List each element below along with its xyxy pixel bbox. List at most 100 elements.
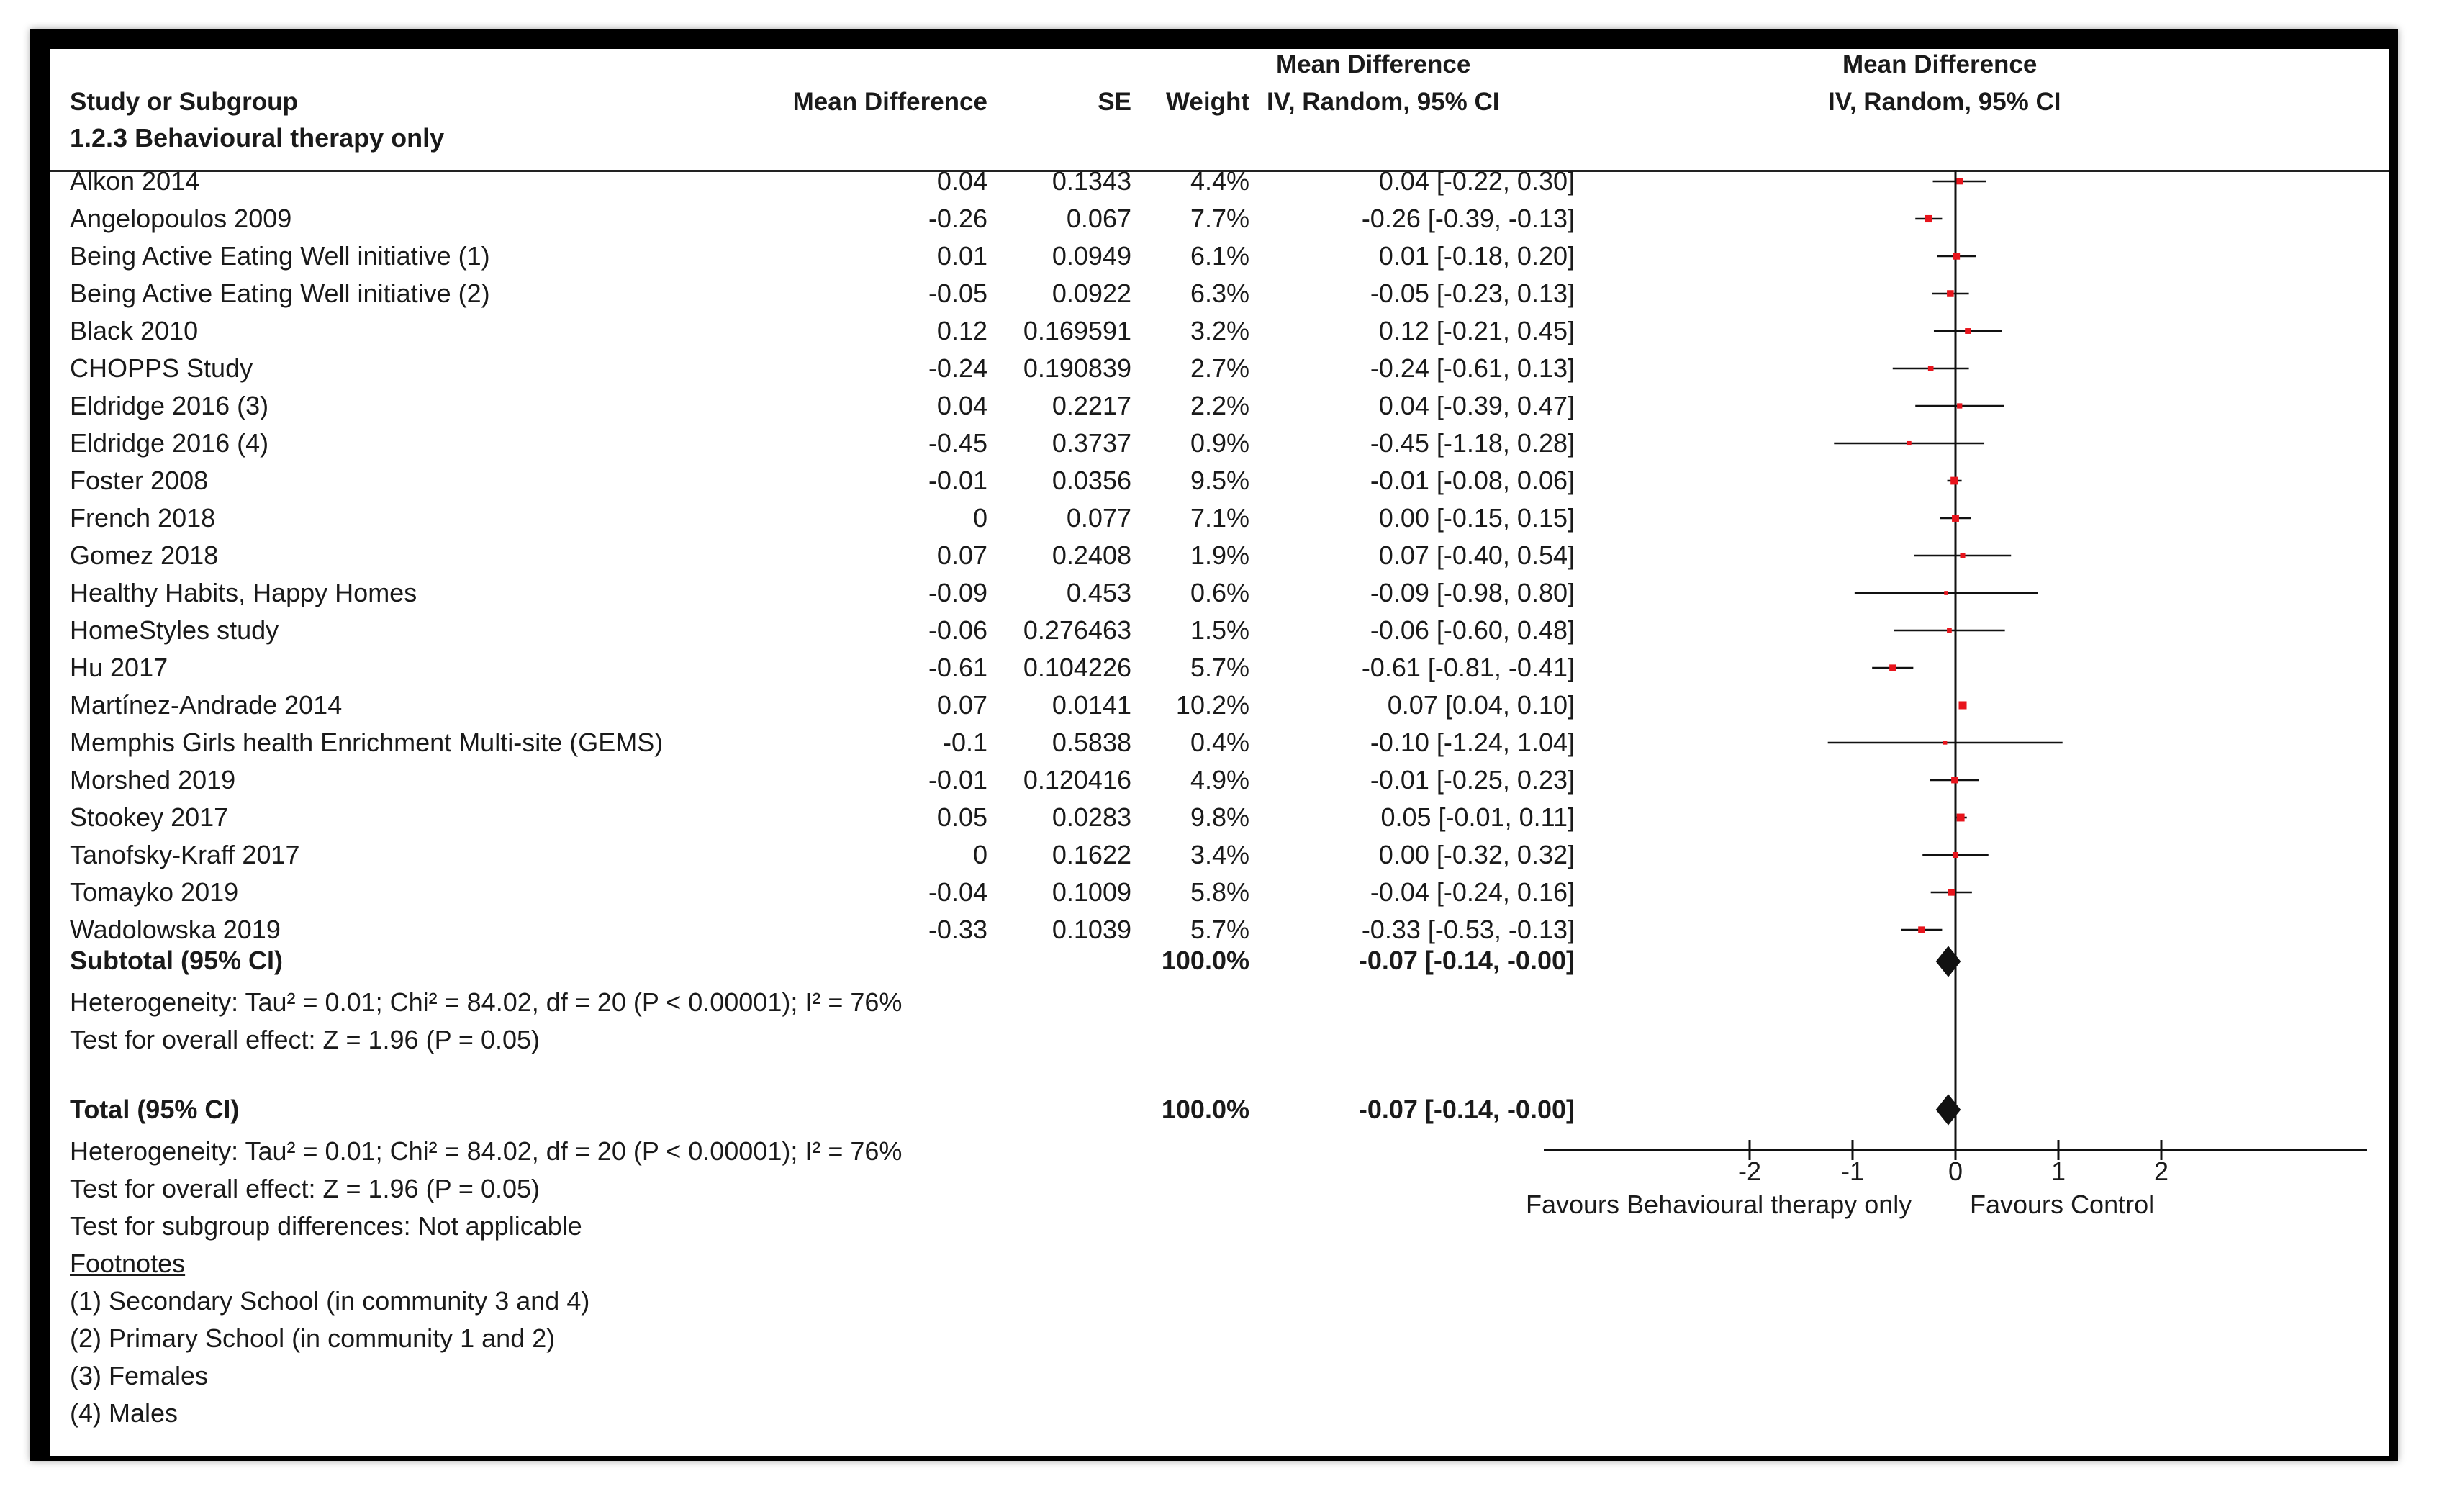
effect-square — [1925, 214, 1932, 223]
row-ci: -0.10 [-1.24, 1.04] — [1370, 728, 1575, 757]
header-ci-sub: IV, Random, 95% CI — [1267, 88, 1500, 116]
row-study: Eldridge 2016 (4) — [70, 428, 269, 458]
row-se: 0.120416 — [1023, 765, 1131, 795]
row-weight: 9.8% — [1190, 802, 1249, 832]
row-mean-difference: -0.33 — [928, 915, 987, 944]
row-mean-difference: -0.09 — [928, 578, 987, 607]
row-mean-difference: 0.01 — [936, 241, 987, 271]
row-study: Wadolowska 2019 — [70, 915, 281, 944]
row-ci: -0.61 [-0.81, -0.41] — [1361, 653, 1575, 682]
effect-square — [1944, 591, 1948, 595]
row-se: 0.0141 — [1052, 690, 1131, 720]
row-weight: 3.2% — [1190, 316, 1249, 345]
header-weight: Weight — [1165, 88, 1249, 116]
row-study: Morshed 2019 — [70, 765, 236, 795]
x-tick-label: 2 — [2154, 1156, 2169, 1186]
row-ci: 0.04 [-0.39, 0.47] — [1378, 391, 1575, 420]
row-se: 0.1009 — [1052, 877, 1131, 907]
effect-square — [1957, 403, 1963, 409]
subgroup-overall-effect: Test for overall effect: Z = 1.96 (P = 0… — [70, 1025, 541, 1054]
row-ci: -0.01 [-0.25, 0.23] — [1370, 765, 1575, 795]
footnotes-title: Footnotes — [70, 1249, 186, 1278]
row-se: 0.0922 — [1052, 279, 1131, 308]
row-ci: -0.33 [-0.53, -0.13] — [1361, 915, 1575, 944]
pooled-diamond — [1935, 946, 1961, 977]
row-weight: 6.3% — [1190, 279, 1249, 308]
row-study: Foster 2008 — [70, 466, 209, 495]
row-weight: 2.2% — [1190, 391, 1249, 420]
row-study: Martínez-Andrade 2014 — [70, 690, 343, 720]
row-mean-difference: -0.45 — [928, 428, 987, 458]
row-study: Eldridge 2016 (3) — [70, 391, 269, 420]
row-ci: -0.09 [-0.98, 0.80] — [1370, 578, 1575, 607]
row-mean-difference: -0.04 — [928, 877, 987, 907]
row-mean-difference: 0.04 — [936, 166, 987, 196]
row-study: HomeStyles study — [70, 615, 279, 645]
subtotal-ci: -0.07 [-0.14, -0.00] — [1358, 946, 1575, 975]
row-weight: 7.1% — [1190, 503, 1249, 533]
row-weight: 6.1% — [1190, 241, 1249, 271]
row-ci: 0.04 [-0.22, 0.30] — [1378, 166, 1575, 196]
effect-square — [1952, 515, 1959, 522]
row-se: 0.169591 — [1023, 316, 1131, 345]
row-se: 0.3737 — [1052, 428, 1131, 458]
row-se: 0.2408 — [1052, 540, 1131, 570]
row-se: 0.190839 — [1023, 353, 1131, 383]
effect-square — [1952, 851, 1959, 859]
row-se: 0.453 — [1066, 578, 1131, 607]
row-mean-difference: -0.06 — [928, 615, 987, 645]
effect-square — [1965, 328, 1971, 334]
row-ci: 0.07 [-0.40, 0.54] — [1378, 540, 1575, 570]
row-study: Black 2010 — [70, 316, 199, 345]
row-ci: -0.05 [-0.23, 0.13] — [1370, 279, 1575, 308]
subgroup-differences: Test for subgroup differences: Not appli… — [70, 1211, 582, 1241]
footnote-1: (1) Secondary School (in community 3 and… — [70, 1286, 590, 1316]
effect-square — [1927, 366, 1934, 371]
row-weight: 5.7% — [1190, 915, 1249, 944]
effect-square — [1947, 628, 1952, 633]
row-mean-difference: 0 — [972, 840, 987, 869]
row-study: Angelopoulos 2009 — [70, 204, 292, 233]
forest-plot-panel: Mean Difference Mean Difference Study or… — [50, 49, 2389, 1456]
effect-square — [1956, 178, 1963, 185]
row-weight: 4.9% — [1190, 765, 1249, 795]
row-study: Being Active Eating Well initiative (2) — [70, 279, 490, 308]
total-overall-effect: Test for overall effect: Z = 1.96 (P = 0… — [70, 1174, 541, 1203]
footnote-4: (4) Males — [70, 1398, 178, 1428]
effect-square — [1950, 476, 1958, 485]
row-study: Memphis Girls health Enrichment Multi-si… — [70, 728, 664, 757]
row-ci: -0.06 [-0.60, 0.48] — [1370, 615, 1575, 645]
favours-left-label: Favours Behavioural therapy only — [1526, 1190, 1912, 1219]
row-study: Gomez 2018 — [70, 540, 219, 570]
row-se: 0.0356 — [1052, 466, 1131, 495]
row-weight: 1.5% — [1190, 615, 1249, 645]
row-mean-difference: 0.05 — [936, 802, 987, 832]
header-plot-title: Mean Difference — [1842, 50, 2038, 78]
header-mean-difference: Mean Difference — [792, 88, 987, 116]
effect-square — [1960, 553, 1966, 558]
effect-square — [1889, 664, 1896, 671]
row-se: 0.1622 — [1052, 840, 1131, 869]
effect-square — [1948, 889, 1955, 896]
header-se: SE — [1098, 88, 1131, 116]
subtotal-label: Subtotal (95% CI) — [70, 946, 284, 975]
footnote-2: (2) Primary School (in community 1 and 2… — [70, 1323, 556, 1353]
effect-square — [1943, 741, 1948, 745]
header-plot-sub: IV, Random, 95% CI — [1828, 88, 2061, 116]
row-weight: 5.7% — [1190, 653, 1249, 682]
row-study: Hu 2017 — [70, 653, 168, 682]
row-study: Tomayko 2019 — [70, 877, 239, 907]
subtotal-weight: 100.0% — [1161, 946, 1249, 975]
row-se: 0.077 — [1066, 503, 1131, 533]
subgroup-title: 1.2.3 Behavioural therapy only — [70, 123, 445, 153]
row-se: 0.1039 — [1052, 915, 1131, 944]
effect-square — [1956, 813, 1965, 822]
row-mean-difference: 0.07 — [936, 690, 987, 720]
row-se: 0.1343 — [1052, 166, 1131, 196]
row-weight: 4.4% — [1190, 166, 1249, 196]
effect-square — [1918, 926, 1925, 933]
row-weight: 3.4% — [1190, 840, 1249, 869]
row-study: Tanofsky-Kraff 2017 — [70, 840, 300, 869]
footnote-3: (3) Females — [70, 1361, 209, 1390]
effect-square — [1947, 290, 1954, 297]
